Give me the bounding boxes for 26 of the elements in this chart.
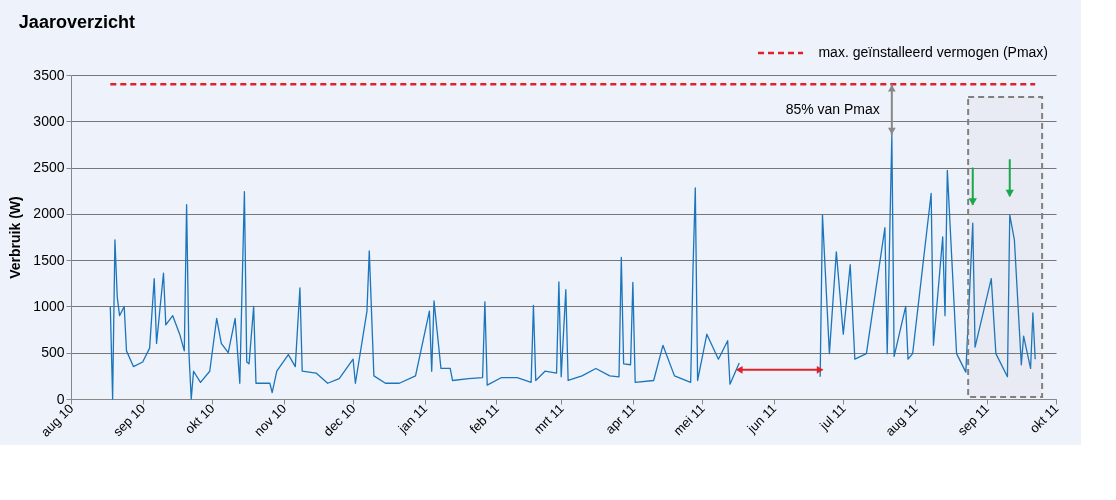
y-tick-label: 2500 [33, 159, 65, 176]
y-tick-label: 1500 [33, 251, 65, 268]
x-tick-label: okt 11 [1026, 400, 1062, 436]
annotation: 85% van Pmax [785, 100, 880, 117]
x-tick-label: okt 10 [181, 400, 218, 437]
x-tick-label: mei 11 [670, 400, 708, 439]
x-tick-label: jun 11 [743, 400, 780, 437]
x-tick-label: nov 10 [250, 400, 290, 440]
y-tick-label: 0 [56, 390, 65, 407]
y-axis-title: Verbruik (W) [7, 196, 24, 279]
y-tick-label: 1000 [33, 297, 65, 314]
x-tick-label: feb 11 [466, 400, 502, 437]
x-tick-label: apr 11 [602, 400, 639, 437]
x-tick-label: dec 10 [320, 400, 359, 440]
x-tick-label: aug 11 [882, 400, 921, 439]
x-tick-label: jul 11 [816, 400, 849, 434]
x-tick-label: mrt 11 [530, 400, 567, 437]
x-tick-label: sep 11 [954, 400, 993, 439]
legend-label: max. geïnstalleerd vermogen (Pmax) [818, 44, 1048, 60]
y-tick-label: 2000 [33, 205, 65, 222]
chart-title: Jaaroverzicht [18, 12, 135, 32]
y-tick-label: 500 [41, 344, 65, 361]
x-tick-label: jan 11 [394, 400, 431, 437]
y-tick-label: 3500 [33, 66, 65, 83]
x-tick-label: sep 10 [109, 400, 149, 440]
y-tick-label: 3000 [33, 112, 65, 129]
